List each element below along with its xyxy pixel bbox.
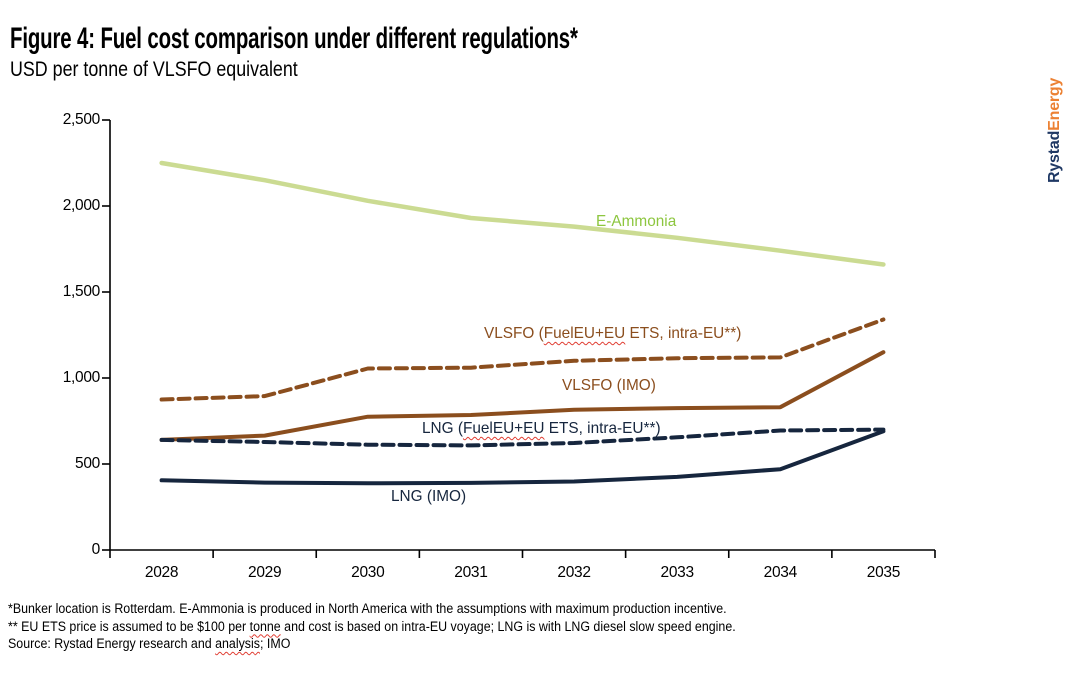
footnotes: *Bunker location is Rotterdam. E-Ammonia… bbox=[8, 600, 736, 653]
x-axis-tick-label: 2031 bbox=[454, 564, 488, 581]
y-axis-tick-label: 2,500 bbox=[62, 111, 101, 128]
y-axis-tick-label: 0 bbox=[91, 541, 101, 558]
series-label-text: VLSFO (IMO) bbox=[562, 377, 656, 394]
series-label-text: ETS, intra-EU**) bbox=[544, 420, 661, 437]
footnote-text: tonne bbox=[249, 618, 281, 634]
footnote-text: *Bunker location is Rotterdam. E-Ammonia… bbox=[8, 601, 727, 616]
footnote-text: analysis bbox=[215, 636, 260, 651]
figure-title: Figure 4: Fuel cost comparison under dif… bbox=[10, 22, 578, 55]
y-axis-tick-label: 1,000 bbox=[62, 369, 101, 386]
series-line-lng-imo bbox=[159, 429, 886, 486]
y-axis-tick-label: 500 bbox=[75, 455, 100, 472]
footnote-text: Source: Rystad Energy research and bbox=[8, 636, 216, 651]
x-axis-tick-label: 2032 bbox=[557, 564, 591, 581]
x-axis-tick-label: 2030 bbox=[351, 564, 385, 581]
x-axis-tick-label: 2033 bbox=[660, 564, 695, 581]
footnote-text: ; IMO bbox=[259, 636, 291, 651]
series-label-text: FuelEU+EU bbox=[462, 420, 545, 437]
x-axis-tick-label: 2029 bbox=[248, 564, 282, 581]
footnote-line: Source: Rystad Energy research and analy… bbox=[8, 635, 736, 653]
x-axis-tick-label: 2028 bbox=[144, 564, 179, 581]
series-label-text: LNG ( bbox=[422, 420, 463, 437]
y-axis-tick-label: 1,500 bbox=[62, 283, 101, 300]
series-label-e-ammonia: E-Ammonia bbox=[596, 213, 676, 231]
series-line-vlsfo-imo bbox=[159, 350, 886, 442]
series-line-e-ammonia bbox=[159, 160, 886, 267]
series-label-vlsfo-fueleu-eu-ets-intra-eu: VLSFO (FuelEU+EU ETS, intra-EU**) bbox=[484, 325, 741, 343]
series-label-text: FuelEU+EU bbox=[543, 325, 626, 342]
figure-subtitle: USD per tonne of VLSFO equivalent bbox=[10, 58, 298, 81]
series-label-text: VLSFO ( bbox=[484, 325, 544, 342]
footnote-line: *Bunker location is Rotterdam. E-Ammonia… bbox=[8, 600, 736, 618]
series-label-text: E-Ammonia bbox=[596, 213, 677, 230]
footnote-text: and cost is based on intra-EU voyage; LN… bbox=[280, 618, 736, 634]
footnote-line: ** EU ETS price is assumed to be $100 pe… bbox=[8, 618, 736, 636]
y-axis-tick-label: 2,000 bbox=[62, 197, 101, 214]
series-label-lng-imo: LNG (IMO) bbox=[391, 488, 466, 506]
series-label-text: LNG (IMO) bbox=[391, 488, 467, 505]
series-label-vlsfo-imo: VLSFO (IMO) bbox=[562, 377, 656, 395]
x-axis-tick-label: 2034 bbox=[763, 564, 798, 581]
footnote-text: ** EU ETS price is assumed to be $100 pe… bbox=[8, 618, 250, 634]
series-label-lng-fueleu-eu-ets-intra-eu: LNG (FuelEU+EU ETS, intra-EU**) bbox=[422, 420, 661, 438]
series-label-text: ETS, intra-EU**) bbox=[625, 325, 742, 342]
series-line-vlsfo-fueleu-eu-ets-intra-eu bbox=[159, 317, 886, 402]
series-line-lng-fueleu-eu-ets-intra-eu bbox=[159, 427, 886, 448]
x-axis-tick-label: 2035 bbox=[866, 564, 901, 581]
